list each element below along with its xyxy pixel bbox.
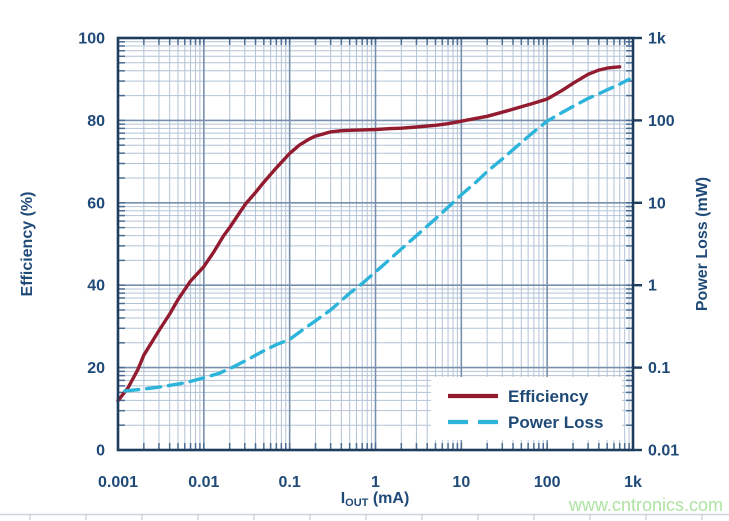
- x-tick-label: 0.001: [98, 474, 138, 491]
- x-tick-label: 100: [534, 474, 561, 491]
- right-tick-label: 0.01: [648, 443, 679, 460]
- left-tick-label: 60: [87, 195, 105, 212]
- legend-label: Efficiency: [508, 387, 589, 406]
- x-tick-label: 0.1: [279, 474, 301, 491]
- y-right-axis-title: Power Loss (mW): [694, 177, 711, 311]
- left-tick-label: 40: [87, 278, 105, 295]
- left-tick-label: 20: [87, 360, 105, 377]
- left-tick-labels: 0 20 40 60 80 100: [78, 31, 105, 460]
- power-loss-curve: [123, 77, 631, 393]
- legend: Efficiency Power Loss: [431, 377, 622, 440]
- efficiency-curve: [116, 65, 622, 403]
- left-tick-label: 80: [87, 113, 105, 130]
- page-bottom-rule: [0, 513, 729, 520]
- right-tick-labels: 0.01 0.1 1 10 100 1k: [648, 31, 679, 460]
- y-left-axis-title: Efficiency (%): [19, 192, 36, 297]
- left-tick-label: 0: [96, 443, 105, 460]
- x-tick-label: 1k: [624, 474, 642, 491]
- plot-border: [116, 36, 635, 452]
- x-tick-label: 10: [452, 474, 470, 491]
- x-tick-labels: 0.001 0.01 0.1 1 10 100 1k: [98, 474, 642, 491]
- right-tick-label: 100: [648, 113, 675, 130]
- legend-label: Power Loss: [508, 413, 603, 432]
- data-series: [116, 65, 631, 403]
- legend-box: [431, 377, 622, 440]
- x-tick-label: 0.01: [188, 474, 219, 491]
- x-tick-label: 1: [371, 474, 380, 491]
- left-tick-label: 100: [78, 31, 105, 48]
- right-tick-label: 1k: [648, 31, 666, 48]
- right-tick-label: 1: [648, 278, 657, 295]
- x-axis-title: IOUT (mA): [341, 490, 410, 509]
- right-tick-label: 0.1: [648, 360, 670, 377]
- axis-major-ticks: [633, 36, 642, 452]
- right-tick-label: 10: [648, 195, 666, 212]
- watermark-text: www.cntronics.com: [568, 495, 723, 515]
